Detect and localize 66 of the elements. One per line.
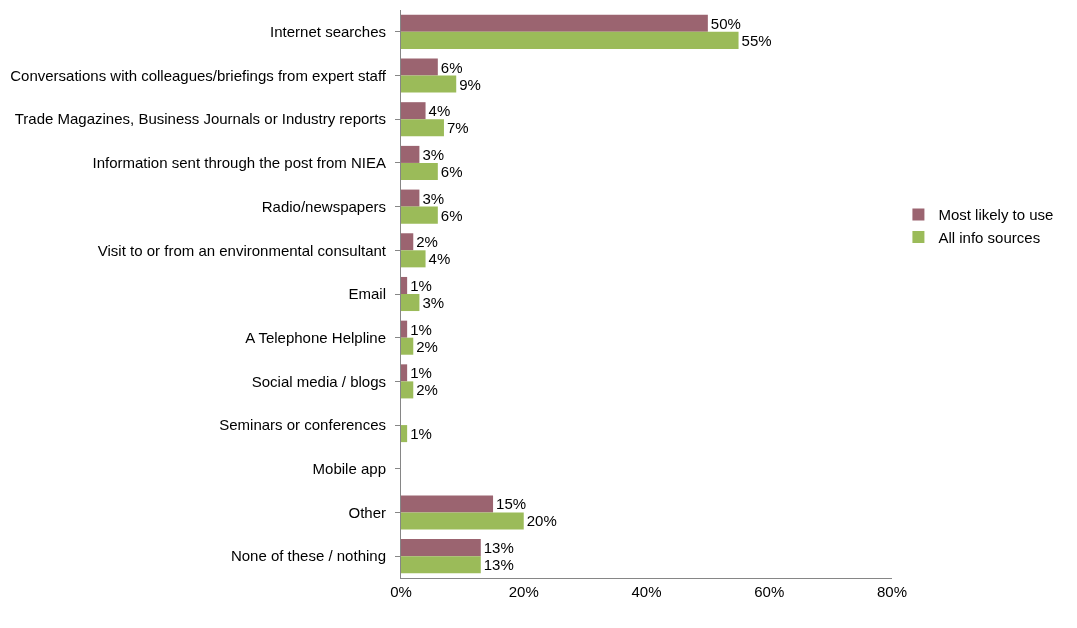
x-tick-label: 60% [754,583,785,600]
bar [401,14,708,32]
y-tick-label: Seminars or conferences [219,416,386,434]
y-tick-label: Mobile app [312,460,386,478]
y-tick-label: Email [348,285,386,303]
data-label: 15% [496,495,527,513]
y-tick-label: Social media / blogs [251,372,386,390]
data-label: 4% [428,250,451,268]
data-label: 50% [710,14,741,32]
data-label: 1% [410,276,432,294]
data-label: 4% [428,102,451,120]
bar [401,276,408,294]
bar [401,250,426,268]
bar [401,189,420,207]
bar [401,206,438,224]
x-tick-label: 0% [390,583,412,600]
data-label: 20% [526,512,557,530]
bar [401,58,438,76]
data-label: 3% [422,189,445,207]
bar [401,145,420,163]
y-tick-label: Conversations with colleagues/briefings from expert staff [10,66,387,84]
bar [401,162,438,180]
y-tick-label: Trade Magazines, Business Journals or Industry reports [14,110,386,128]
data-label: 13% [483,539,514,557]
y-tick-label: Internet searches [270,23,386,41]
y-tick-label: Other [348,503,386,521]
x-tick-label: 80% [876,583,907,600]
y-tick-label: A Telephone Helpline [245,328,386,346]
y-tick-label: Information sent through the post from NIEA [92,154,386,172]
data-label: 2% [416,233,438,251]
y-tick-label: None of these / nothing [230,547,386,565]
x-tick-label: 40% [631,583,662,600]
data-label: 13% [483,556,514,574]
bar [401,425,408,443]
bar [401,294,420,312]
data-label: 9% [459,75,481,93]
y-tick-label: Radio/newspapers [261,197,386,215]
bar [401,364,408,382]
bar [401,381,414,399]
bar [401,495,494,513]
bar [401,233,414,251]
data-label: 2% [416,337,438,355]
data-label: 2% [416,381,438,399]
bar [401,337,414,355]
data-label: 6% [440,58,463,76]
bar [401,31,739,49]
bar [401,320,408,338]
bar [401,75,457,93]
data-label: 1% [410,320,432,338]
bar [401,512,524,530]
legend-label: All info sources [938,228,1041,246]
data-label: 6% [440,162,463,180]
bar [401,119,444,137]
x-tick-label: 20% [508,583,539,600]
y-tick-label: Visit to or from an environmental consultant [97,241,387,259]
legend-label: Most likely to use [938,206,1054,224]
bar [401,556,481,574]
data-label: 3% [422,294,445,312]
bar [401,539,481,557]
data-label: 1% [410,364,432,382]
data-label: 6% [440,206,463,224]
data-label: 7% [446,119,469,137]
data-label: 3% [422,145,445,163]
data-label: 55% [741,31,772,49]
bar [401,102,426,120]
data-label: 1% [410,425,432,443]
